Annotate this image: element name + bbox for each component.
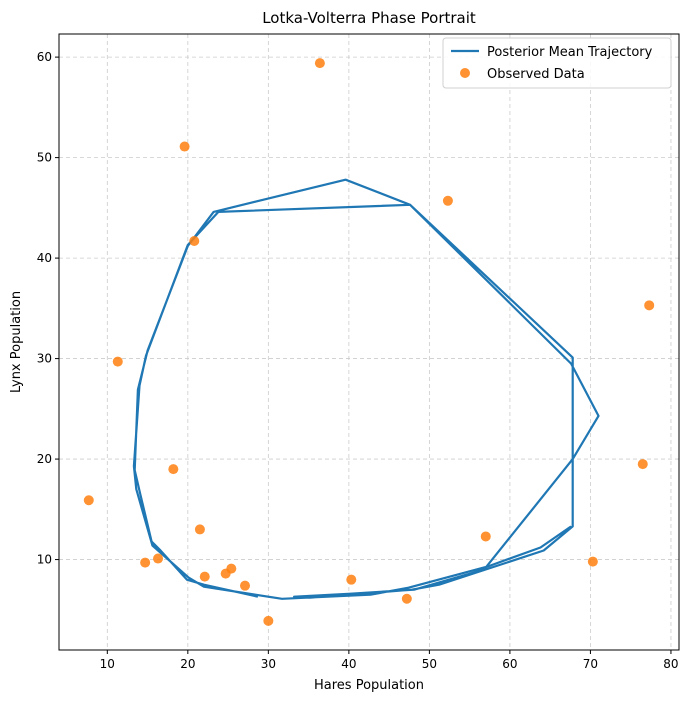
x-tick-label: 50 — [422, 657, 437, 671]
x-axis-label: Hares Population — [314, 678, 424, 693]
observed-point — [637, 459, 648, 470]
chart-title: Lotka-Volterra Phase Portrait — [262, 9, 476, 27]
x-tick-label: 70 — [583, 657, 598, 671]
observed-point — [314, 58, 325, 69]
trajectory-line — [132, 178, 600, 600]
legend-label-observed: Observed Data — [487, 67, 585, 82]
observed-point — [168, 464, 179, 475]
x-tick-label: 30 — [261, 657, 276, 671]
x-tick-label: 20 — [180, 657, 195, 671]
x-tick-label: 60 — [502, 657, 517, 671]
x-tick-label: 40 — [341, 657, 356, 671]
x-tick-label: 80 — [663, 657, 678, 671]
x-tick-label: 10 — [100, 657, 115, 671]
observed-point — [220, 568, 231, 579]
observed-point — [189, 236, 200, 247]
observed-point — [442, 195, 453, 206]
observed-point — [179, 141, 190, 152]
axis-ticks: 10 20 30 40 50 60 70 80 10 20 30 40 50 60 — [37, 50, 679, 671]
legend-label-trajectory: Posterior Mean Trajectory — [487, 45, 653, 60]
observed-point — [401, 593, 412, 604]
gridlines — [59, 34, 679, 650]
legend-point-swatch — [460, 68, 470, 78]
y-tick-label: 30 — [37, 352, 52, 366]
y-tick-label: 20 — [37, 452, 52, 466]
observed-point — [199, 571, 210, 582]
y-tick-label: 60 — [37, 50, 52, 64]
observed-point — [480, 531, 491, 542]
observed-point — [240, 580, 250, 591]
observed-point — [644, 300, 655, 311]
legend: Posterior Mean Trajectory Observed Data — [442, 37, 672, 89]
y-tick-label: 10 — [37, 553, 52, 567]
observed-point — [112, 356, 123, 367]
y-tick-label: 50 — [37, 151, 52, 165]
observed-point — [140, 557, 151, 568]
y-tick-label: 40 — [37, 251, 52, 265]
observed-point — [83, 495, 94, 506]
observed-point — [346, 574, 357, 585]
observed-point — [153, 553, 164, 564]
plot-frame — [58, 33, 680, 651]
y-axis-label: Lynx Population — [9, 291, 24, 393]
observed-point — [263, 615, 274, 626]
series-layer — [83, 58, 655, 626]
observed-point — [587, 556, 598, 567]
observed-point — [194, 524, 205, 535]
legend-box — [442, 37, 672, 89]
